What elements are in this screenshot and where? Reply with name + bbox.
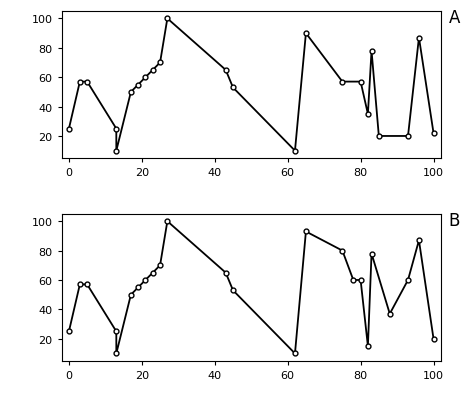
Text: B: B <box>448 211 460 229</box>
Text: A: A <box>448 9 460 27</box>
